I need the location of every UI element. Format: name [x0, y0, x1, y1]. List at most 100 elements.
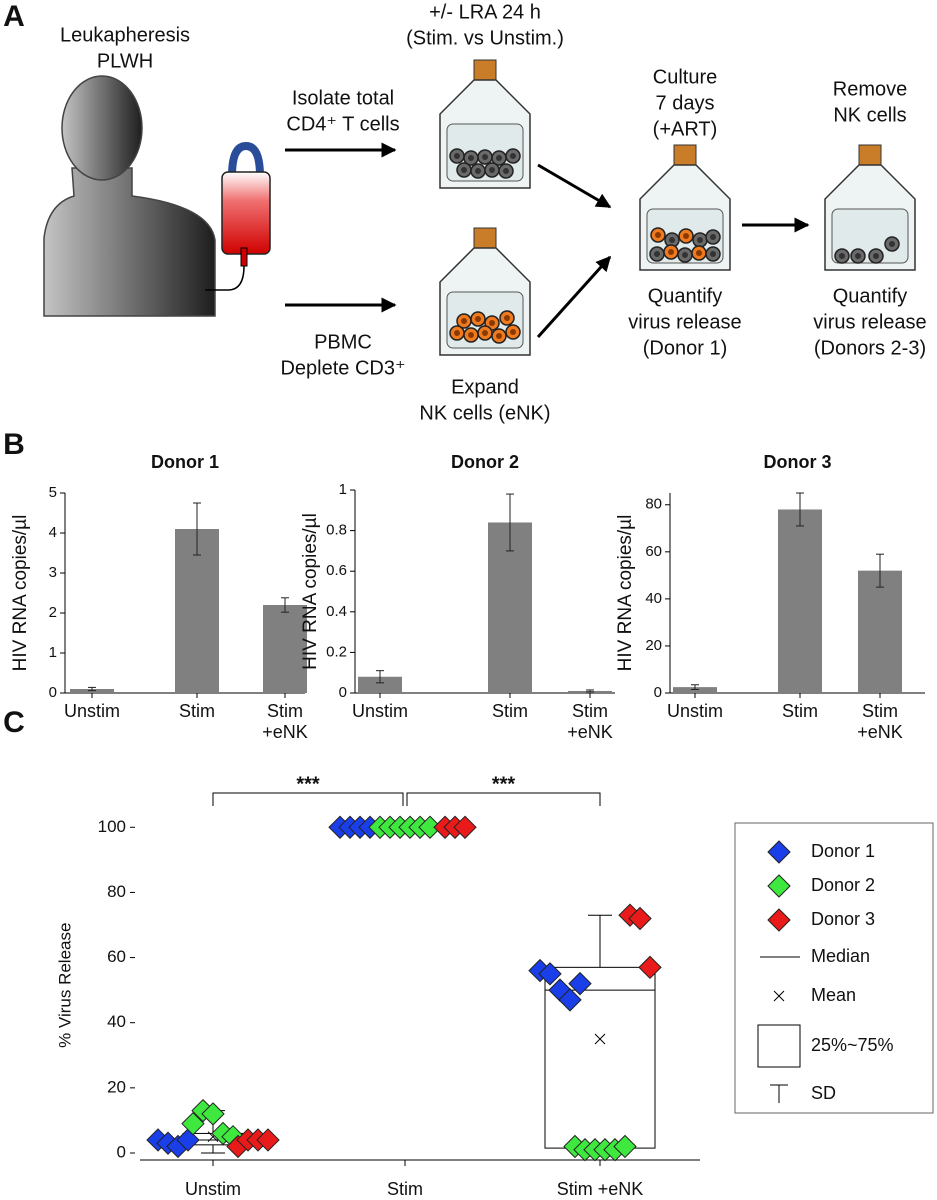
diagram-label: (Stim. vs Unstim.) [406, 27, 564, 49]
diagram-label: Isolate total [292, 87, 394, 109]
y-axis-label: HIV RNA copies/µl [300, 513, 321, 670]
flask-icon [439, 59, 531, 189]
diagram-label: Remove [833, 78, 907, 100]
significance-label: *** [296, 773, 320, 795]
diagram-label: NK cells [833, 104, 906, 126]
x-tick-label: Stim +eNK [567, 701, 613, 742]
x-tick-label: Stim +eNK [857, 701, 903, 742]
blood-bag-icon [205, 141, 271, 291]
cell-nucleus [710, 234, 716, 240]
error-bar [796, 492, 804, 527]
y-axis-label: HIV RNA copies/µl [615, 515, 636, 672]
y-tick-label: 3 [49, 564, 57, 581]
panel-label: C [3, 706, 25, 739]
y-tick-label: 80 [645, 496, 662, 513]
x-tick-label: Unstim [185, 1179, 241, 1199]
error-bar [691, 684, 699, 690]
legend-label: Donor 3 [811, 909, 875, 929]
y-tick-label: 0 [339, 684, 347, 701]
cell-nucleus [873, 253, 879, 259]
cell-nucleus [496, 333, 502, 339]
bar [673, 687, 717, 693]
y-tick-label: 20 [645, 637, 662, 654]
significance-bracket [212, 792, 404, 806]
cell-nucleus [489, 167, 495, 173]
cell-nucleus [475, 316, 481, 322]
x-tick-label: Stim [782, 701, 818, 721]
chart-title: Donor 1 [151, 452, 219, 472]
legend-swatch [767, 874, 791, 898]
y-tick-label: 0 [49, 684, 57, 701]
x-tick-label: Stim [492, 701, 528, 721]
x-tick-label: Unstim [666, 701, 723, 721]
cell-nucleus [683, 233, 689, 239]
y-tick-label: 80 [107, 882, 126, 901]
legend-mean [773, 990, 785, 1002]
diagram-label: NK cells (eNK) [419, 402, 550, 424]
legend-swatch [767, 840, 791, 864]
panel-label: A [3, 0, 25, 33]
significance-label: *** [492, 773, 516, 795]
diagram-label: Quantify [648, 285, 722, 307]
error-bar [193, 502, 201, 556]
legend-swatch [767, 908, 791, 932]
data-point [628, 906, 652, 931]
bar [175, 529, 219, 693]
diagram-label: (Donor 1) [643, 337, 727, 359]
cell-nucleus [669, 237, 675, 243]
flask-icon [639, 144, 731, 271]
flask-icon [439, 227, 531, 356]
bar [778, 509, 822, 693]
diagram-label: CD4⁺ T cells [286, 113, 399, 135]
error-bar [586, 689, 594, 693]
y-axis-label: % Virus Release [55, 923, 74, 1048]
diagram-label: Expand [451, 376, 519, 398]
diagram-label: +/- LRA 24 h [429, 1, 541, 23]
diagram-label: (Donors 2-3) [814, 337, 926, 359]
chart-title: Donor 2 [451, 452, 519, 472]
error-bar [876, 553, 884, 588]
diagram-label: virus release [813, 311, 926, 333]
cell-nucleus [510, 153, 516, 159]
cell-nucleus [654, 251, 660, 257]
y-tick-label: 0.6 [326, 562, 347, 579]
x-tick-label: Stim [179, 701, 215, 721]
legend-iqr [757, 1024, 801, 1068]
flask-cap [473, 59, 497, 81]
cell-nucleus [504, 315, 510, 321]
legend-label: Donor 1 [811, 841, 875, 861]
diagram-label: (+ART) [653, 118, 718, 140]
legend-label: Median [811, 946, 870, 966]
cell-nucleus [889, 241, 895, 247]
cell-nucleus [482, 154, 488, 160]
y-tick-label: 2 [49, 604, 57, 621]
error-bar [506, 493, 514, 552]
x-tick-label: Stim [387, 1179, 423, 1199]
data-point [568, 971, 592, 996]
significance-bracket [406, 792, 601, 806]
cell-nucleus [503, 168, 509, 174]
cell-nucleus [461, 318, 467, 324]
person-icon [43, 75, 216, 317]
data-point [453, 815, 477, 839]
cell-nucleus [468, 155, 474, 161]
cell-nucleus [697, 237, 703, 243]
cell-nucleus [510, 329, 516, 335]
y-tick-label: 0 [117, 1142, 126, 1161]
cell-nucleus [454, 330, 460, 336]
flask-cap [673, 144, 697, 166]
cell-nucleus [655, 232, 661, 238]
legend-sd [770, 1084, 788, 1103]
cell-nucleus [482, 330, 488, 336]
y-tick-label: 40 [107, 1012, 126, 1031]
y-tick-label: 1 [49, 644, 57, 661]
data-point [256, 1128, 280, 1152]
cell-nucleus [855, 253, 861, 259]
flask-cap [858, 144, 882, 166]
cell-nucleus [454, 153, 460, 159]
x-tick-label: Stim +eNK [262, 701, 308, 742]
arrows [285, 142, 810, 339]
flask-cap [473, 227, 497, 249]
y-tick-label: 4 [49, 524, 57, 541]
